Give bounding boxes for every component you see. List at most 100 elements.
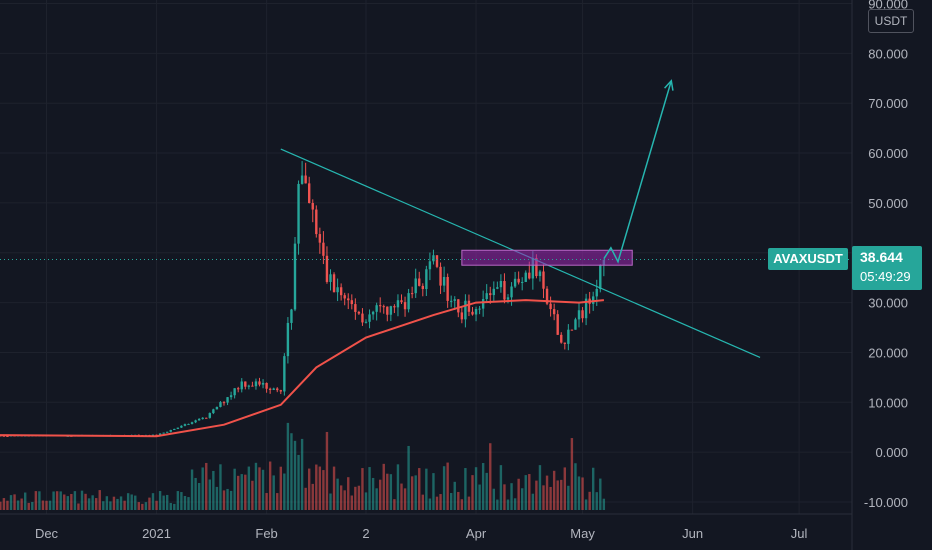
candle-body [439, 266, 442, 286]
time-tick-label: Dec [35, 526, 59, 541]
candle-body [467, 300, 471, 312]
volume-bar [336, 478, 339, 510]
candle-body [450, 300, 453, 302]
candle-body [528, 272, 531, 279]
volume-bar [492, 488, 495, 510]
candle-body [6, 435, 9, 437]
volume-bar [489, 443, 492, 510]
candle-body [272, 388, 275, 390]
volume-bar [254, 462, 258, 510]
volume-bar [95, 498, 98, 510]
volume-bar [45, 500, 48, 510]
volume-bar [77, 503, 80, 510]
volume-bar [148, 497, 151, 510]
candle-body [389, 306, 393, 315]
candle-body [510, 286, 513, 298]
volume-bar [183, 495, 187, 510]
currency-unit-button[interactable]: USDT [868, 9, 914, 33]
last-price-value: 38.644 [860, 249, 903, 265]
volume-bar [205, 462, 208, 510]
volume-bar [389, 474, 393, 510]
volume-bar [169, 502, 172, 510]
volume-bar [272, 475, 275, 510]
candle-body [158, 433, 162, 436]
volume-bar [240, 474, 243, 510]
volume-bar [435, 496, 439, 510]
candle-body [364, 321, 368, 323]
projection-arrowhead [664, 79, 674, 91]
bar-countdown: 05:49:29 [860, 269, 911, 284]
volume-bar [556, 480, 559, 510]
last-price-tag: 38.644 05:49:29 [852, 246, 922, 290]
price-axis[interactable]: 90.00080.00070.00060.00050.00040.00030.0… [864, 0, 908, 510]
volume-bar [570, 438, 574, 510]
volume-bar [322, 470, 325, 510]
volume-bar [304, 487, 307, 510]
candle-body [322, 242, 325, 256]
volume-bar [595, 492, 598, 510]
volume-bar [538, 465, 542, 510]
volume-bar [208, 479, 211, 510]
volume-bar [102, 501, 105, 510]
volume-bar [457, 491, 460, 510]
volume-bar [347, 477, 350, 510]
candle-body [237, 388, 240, 390]
volume-bar [592, 467, 595, 510]
volume-bar [350, 495, 353, 510]
volume-bar [286, 422, 290, 510]
candle-body [442, 276, 446, 286]
volume-bar [16, 500, 20, 510]
volume-bar [162, 495, 165, 510]
candle-body [201, 417, 204, 419]
candle-body [386, 306, 389, 315]
volume-bar [226, 488, 229, 510]
volume-bar [311, 483, 314, 510]
candle-body [176, 427, 180, 429]
volume-bar [464, 468, 467, 510]
volume-bar [258, 467, 261, 510]
candle-body [219, 402, 222, 407]
volume-bar [219, 464, 222, 510]
candle-body [300, 175, 304, 184]
candle-body [187, 423, 190, 425]
volume-bar [308, 468, 311, 510]
candle-body [428, 261, 432, 270]
candle-body [226, 397, 229, 403]
resistance-zone[interactable] [461, 249, 633, 266]
volume-bar [276, 493, 279, 510]
volume-bar [496, 499, 499, 510]
volume-bar [460, 499, 464, 510]
candle-body [517, 278, 520, 283]
symbol-price-label: AVAXUSDT [768, 248, 848, 270]
volume-bar [528, 474, 531, 510]
volume-bar [450, 492, 453, 510]
candle-body [435, 255, 439, 267]
candle-body [432, 255, 435, 262]
candle-body [180, 425, 183, 428]
time-tick-label: Feb [255, 526, 277, 541]
projection-path[interactable] [603, 80, 673, 264]
candle-body [478, 308, 481, 310]
volume-bar [105, 496, 109, 510]
volume-bar [80, 490, 84, 510]
candle-body [567, 329, 570, 344]
volume-bar [386, 473, 389, 510]
volume-bar [52, 491, 55, 510]
volume-bar [268, 461, 272, 510]
volume-bar [0, 501, 2, 510]
candle-body [446, 276, 449, 301]
volume-bar [141, 503, 144, 510]
volume-bar [425, 468, 428, 510]
candle-body [268, 388, 272, 390]
volume-bar [55, 491, 59, 510]
time-axis[interactable]: Dec 2021 Feb 2 Apr May Jun Jul [35, 526, 808, 541]
candle-body [318, 234, 322, 243]
volume-bar [2, 498, 6, 510]
candle-body [190, 422, 194, 424]
volume-bar [375, 488, 378, 510]
candle-body [396, 300, 400, 308]
candles [0, 161, 606, 437]
candle-body [261, 382, 265, 385]
candle-body [371, 311, 375, 315]
